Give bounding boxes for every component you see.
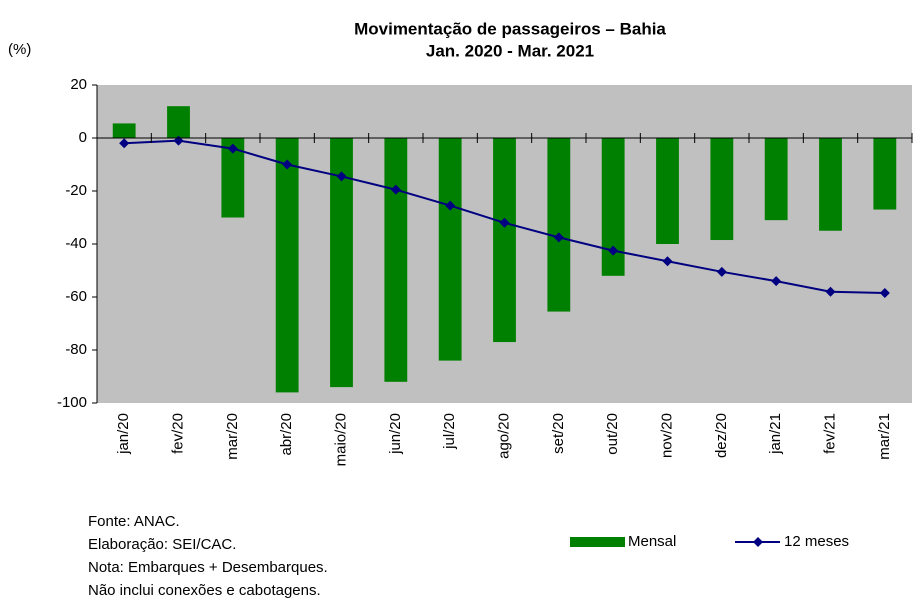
- y-tick-label: -100: [57, 394, 87, 411]
- line-marker: [771, 276, 782, 287]
- bar: [438, 138, 462, 361]
- bar: [493, 138, 516, 343]
- line-marker: [825, 286, 836, 297]
- bar: [112, 123, 136, 138]
- bar: [547, 138, 571, 312]
- bar: [275, 138, 299, 393]
- line-marker: [445, 200, 456, 211]
- x-tick-label: maio/20: [332, 413, 349, 466]
- x-tick-label: abr/20: [278, 413, 295, 456]
- x-tick-label: jul/20: [441, 413, 458, 450]
- bar: [819, 138, 842, 231]
- x-tick-label: mar/20: [224, 413, 241, 460]
- bar: [221, 138, 245, 218]
- chart-subtitle: Jan. 2020 - Mar. 2021: [426, 41, 594, 60]
- x-tick-label: jan/20: [115, 413, 132, 455]
- line-marker: [662, 256, 673, 267]
- line-marker: [119, 138, 130, 149]
- y-tick-label: -20: [65, 182, 87, 199]
- y-axis-label: (%): [8, 41, 31, 58]
- x-tick-label: nov/20: [658, 413, 675, 458]
- x-tick-label: mar/21: [876, 413, 893, 460]
- line-marker: [282, 159, 293, 170]
- x-tick-label: ago/20: [495, 413, 512, 459]
- chart-title: Movimentação de passageiros – Bahia: [354, 19, 666, 38]
- footnote: Fonte: ANAC.: [88, 513, 180, 530]
- line-marker: [390, 184, 401, 195]
- x-tick-label: jun/20: [387, 413, 404, 455]
- footnote: Elaboração: SEI/CAC.: [88, 536, 236, 553]
- line-marker: [716, 266, 727, 277]
- x-tick-label: fev/20: [169, 413, 186, 454]
- x-tick-label: fev/21: [821, 413, 838, 454]
- bar: [764, 138, 788, 221]
- y-tick-label: 0: [79, 129, 87, 146]
- bar: [873, 138, 897, 210]
- x-tick-label: jan/21: [767, 413, 784, 455]
- line-marker: [336, 171, 347, 182]
- y-tick-label: -40: [65, 235, 87, 252]
- x-tick-label: out/20: [604, 413, 621, 455]
- line-marker: [553, 232, 564, 243]
- bar: [601, 138, 625, 276]
- y-tick-label: 20: [70, 76, 87, 93]
- line-marker: [227, 143, 238, 154]
- legend-label: Mensal: [628, 533, 676, 550]
- bar: [167, 106, 190, 138]
- bar: [384, 138, 408, 382]
- y-tick-label: -60: [65, 288, 87, 305]
- bar: [330, 138, 353, 388]
- footnote: Não inclui conexões e cabotagens.: [88, 582, 321, 599]
- legend-marker: [753, 537, 763, 547]
- legend-label: 12 meses: [784, 533, 849, 550]
- footnote: Nota: Embarques + Desembarques.: [88, 559, 328, 576]
- line-marker: [499, 217, 510, 228]
- line-marker: [608, 245, 619, 256]
- y-tick-label: -80: [65, 341, 87, 358]
- line-marker: [879, 288, 890, 299]
- x-tick-label: set/20: [550, 413, 567, 454]
- x-tick-label: dez/20: [713, 413, 730, 458]
- legend-swatch: [570, 537, 625, 547]
- bar: [656, 138, 679, 244]
- bar: [710, 138, 734, 241]
